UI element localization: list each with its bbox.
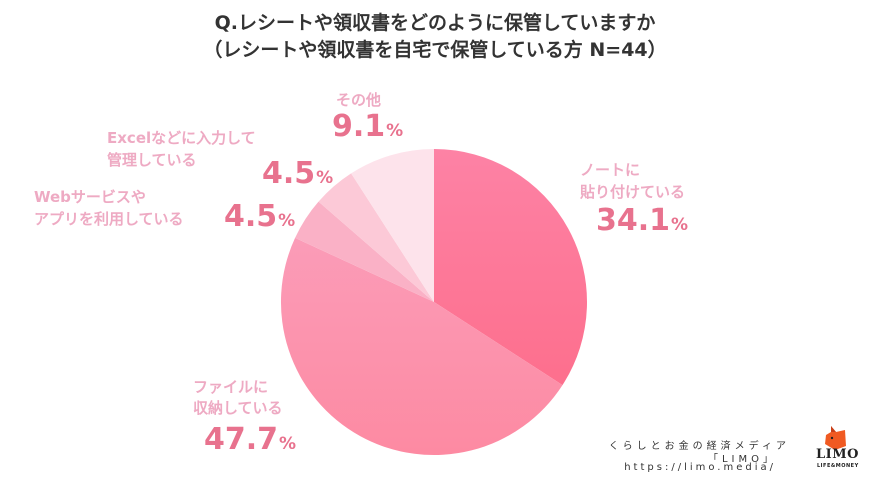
- value-file: 47.7%: [204, 422, 297, 457]
- label-excel-line2: 管理している: [107, 151, 197, 169]
- label-excel-line1: Excelなどに入力して: [107, 129, 256, 147]
- footer-tagline: くらしとお金の経済メディア: [608, 441, 790, 452]
- slice-other: [351, 149, 434, 302]
- label-note-line1: ノートに: [580, 161, 641, 179]
- limo-logo-subtext: LIFE&MONEY: [817, 463, 859, 469]
- label-web-line1: Webサービスや: [34, 188, 146, 206]
- chart-title-line1: Q.レシートや領収書をどのように保管していますか: [214, 12, 656, 34]
- limo-logo-text: LIMO: [816, 447, 859, 462]
- footer-brand: 「LIMO」: [707, 454, 777, 465]
- label-other: その他: [336, 91, 382, 109]
- slice-file: [280, 237, 563, 456]
- chart-title-line2: （レシートや領収書を自宅で保管している方 N=44）: [203, 39, 667, 61]
- value-web: 4.5%: [224, 199, 296, 234]
- slice-web: [295, 201, 434, 302]
- value-other: 9.1%: [332, 109, 404, 144]
- footer-url: https://limo.media/: [624, 462, 776, 473]
- slice-note: [434, 148, 588, 386]
- limo-fox-icon: [825, 426, 846, 450]
- label-note-line2: 貼り付けている: [580, 183, 686, 201]
- label-web-line2: アプリを利用している: [34, 210, 184, 228]
- value-note: 34.1%: [596, 203, 689, 238]
- slice-excel: [318, 173, 434, 302]
- value-excel: 4.5%: [262, 156, 334, 191]
- label-file-line2: 収納している: [193, 399, 283, 417]
- label-file-line1: ファイルに: [193, 378, 269, 396]
